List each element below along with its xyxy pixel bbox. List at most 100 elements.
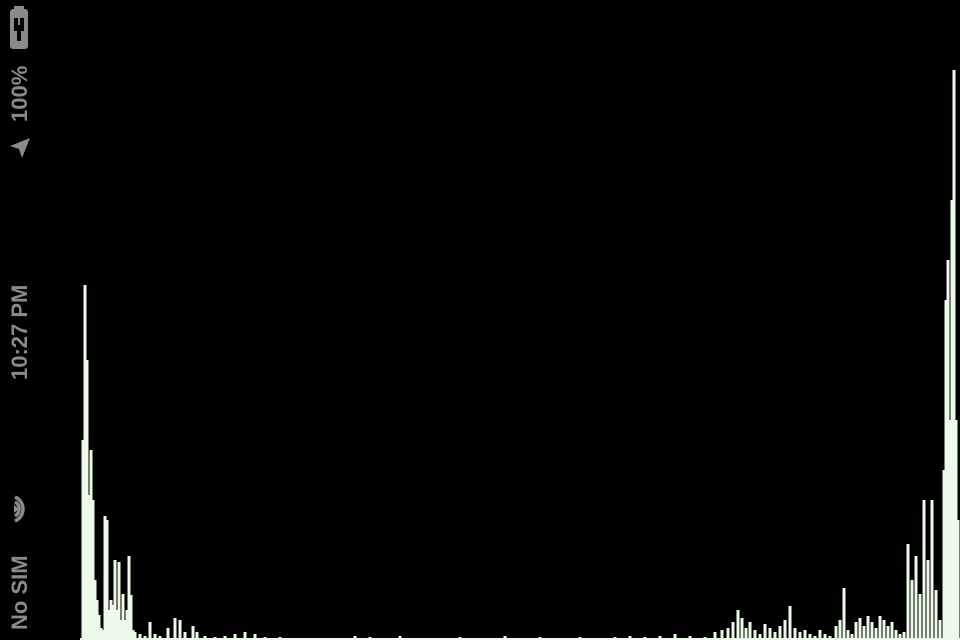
spectrum-bar xyxy=(934,590,938,640)
spectrum-bar xyxy=(103,516,107,640)
spectrum-bar xyxy=(89,450,93,640)
spectrum-bar xyxy=(803,630,807,640)
spectrum-bar xyxy=(858,618,862,640)
spectrum-bar xyxy=(783,620,787,640)
spectrum-bar xyxy=(153,634,157,640)
spectrum-bar xyxy=(902,632,906,640)
spectrum-bar xyxy=(930,500,934,640)
spectrum-bar xyxy=(758,634,762,640)
spectrum-bar xyxy=(127,556,131,640)
spectrum-bar xyxy=(954,420,958,640)
spectrum-bar xyxy=(918,594,922,640)
spectrum-bar xyxy=(946,260,950,640)
spectrum-bar xyxy=(673,634,677,640)
spectrum-bar xyxy=(233,634,237,640)
spectrum-bar xyxy=(388,638,392,640)
spectrum-bar xyxy=(123,620,127,640)
spectrum-bar xyxy=(798,632,802,640)
spectrum-bar xyxy=(793,628,797,640)
spectrum-bar xyxy=(956,520,960,640)
spectrum-bar xyxy=(890,622,894,640)
spectrum-bar xyxy=(458,637,462,640)
spectrum-bar xyxy=(944,300,948,640)
spectrum-bar xyxy=(338,638,342,640)
spectrum-bar xyxy=(558,638,562,640)
spectrum-bar xyxy=(938,620,942,640)
spectrum-bar xyxy=(894,630,898,640)
spectrum-bar xyxy=(125,610,129,640)
spectrum-bar xyxy=(720,630,724,640)
spectrum-bar xyxy=(178,620,182,640)
spectrum-bar xyxy=(223,636,227,640)
carrier-label: No SIM xyxy=(7,555,32,630)
spectrum-bar xyxy=(854,622,858,640)
spectrum-bar xyxy=(368,637,372,640)
spectrum-bar xyxy=(906,544,910,640)
location-icon xyxy=(8,136,32,160)
spectrum-bar xyxy=(842,588,846,640)
spectrum-bar xyxy=(886,626,890,640)
spectrum-bar xyxy=(158,636,162,640)
spectrum-bar xyxy=(874,628,878,640)
spectrum-bar xyxy=(744,628,748,640)
spectrum-bar xyxy=(418,638,422,640)
spectrum-bar xyxy=(138,634,142,640)
spectrum-bar xyxy=(97,615,101,640)
spectrum-bar xyxy=(243,632,247,640)
spectrum-bar xyxy=(862,626,866,640)
spectrum-bar xyxy=(191,626,195,640)
wifi-icon xyxy=(6,494,32,524)
spectrum-bar xyxy=(81,440,85,640)
spectrum-bar xyxy=(105,520,109,640)
spectrum-bar xyxy=(109,600,113,640)
spectrum-bar xyxy=(948,420,952,640)
spectrum-bar xyxy=(736,610,740,640)
spectrum-bar xyxy=(748,622,752,640)
spectrum-bar xyxy=(101,630,105,640)
spectrum-bar xyxy=(107,610,111,640)
spectrum-bar xyxy=(726,628,730,640)
spectrum-bar xyxy=(778,626,782,640)
spectrum-bar xyxy=(203,636,207,640)
spectrum-bar xyxy=(129,595,133,640)
spectrum-bar xyxy=(703,637,707,640)
spectrum-bar xyxy=(850,634,854,640)
spectrum-bar xyxy=(148,622,152,640)
spectrum-bar xyxy=(183,632,187,640)
spectrum-bar xyxy=(91,500,95,640)
spectrum-bar xyxy=(398,636,402,640)
spectrum-bar xyxy=(870,622,874,640)
spectrum-bar xyxy=(298,638,302,640)
spectrum-bar xyxy=(538,637,542,640)
spectrum-bar xyxy=(753,630,757,640)
spectrum-bar xyxy=(658,636,662,640)
spectrum-bar xyxy=(83,285,87,640)
spectrum-bar xyxy=(731,622,735,640)
spectrum-bar xyxy=(263,637,267,640)
spectrum-bar xyxy=(688,636,692,640)
spectrum-bar xyxy=(613,637,617,640)
spectrum-bar xyxy=(131,630,135,640)
spectrum-bar xyxy=(878,616,882,640)
spectrum-bar xyxy=(952,70,956,640)
spectrum-bar xyxy=(898,634,902,640)
spectrum-bar xyxy=(628,636,632,640)
spectrum-bar xyxy=(643,637,647,640)
spectrum-bar xyxy=(166,628,170,640)
spectrum-bar xyxy=(950,200,954,640)
spectrum-bar xyxy=(823,634,827,640)
spectrum-bar xyxy=(914,556,918,640)
spectrum-bar xyxy=(438,638,442,640)
spectrum-bar xyxy=(910,580,914,640)
spectrum-bar xyxy=(598,638,602,640)
spectrum-bar xyxy=(808,634,812,640)
spectrum-bar xyxy=(113,560,117,640)
spectrum-bar xyxy=(882,620,886,640)
spectrum-bar xyxy=(834,626,838,640)
status-bar: 100% 10:27 PM No SIM xyxy=(0,0,40,640)
spectrum-bar xyxy=(117,562,121,640)
spectrum-bar xyxy=(93,580,97,640)
spectrum-bar xyxy=(818,630,822,640)
spectrum-bar xyxy=(838,620,842,640)
battery-charging-icon xyxy=(8,6,30,50)
